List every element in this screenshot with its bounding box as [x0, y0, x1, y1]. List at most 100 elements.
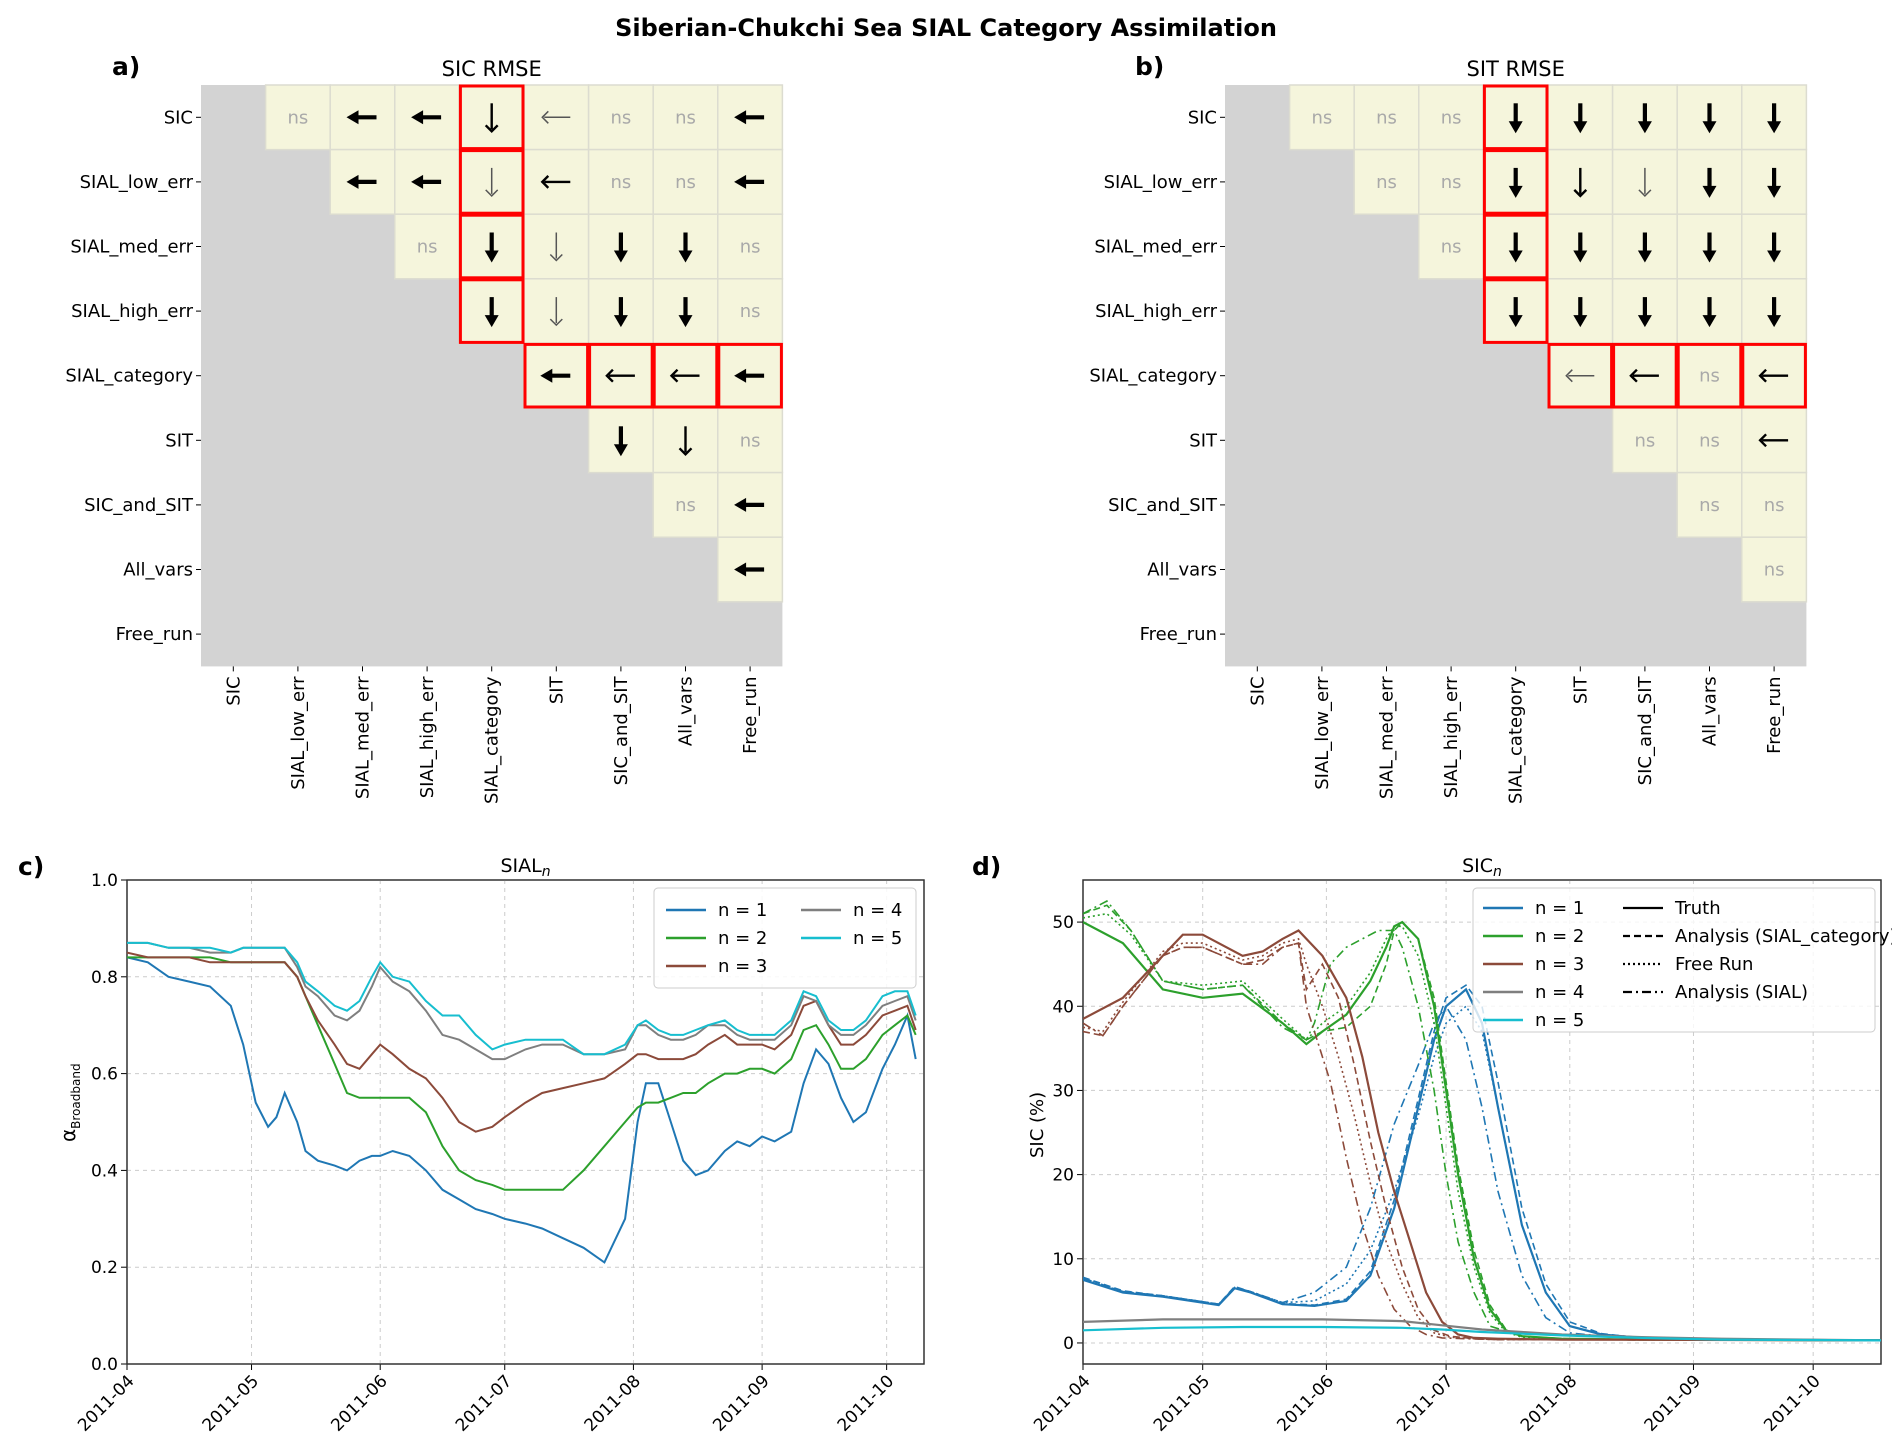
row-label: Free_run	[1140, 624, 1217, 645]
sit-rmse-heatmap: SIT RMSE ns ns ns ns ns ns ns ns ns ns ns ns SIC SIC SI…	[1089, 57, 1808, 804]
row-label: SIAL_category	[65, 366, 193, 387]
y-tick-label: 0.4	[91, 1161, 118, 1181]
highlight-box	[458, 84, 525, 151]
heatmap-cell	[1353, 148, 1420, 215]
down-arrow-icon	[1638, 167, 1652, 197]
series-line-n3	[126, 951, 917, 1133]
row-label: Free_run	[116, 624, 193, 645]
down-arrow-icon	[485, 167, 499, 197]
row-label: SIAL_category	[1089, 366, 1217, 387]
ns-label: ns	[1699, 366, 1720, 387]
row-label: SIAL_med_err	[1094, 237, 1217, 258]
col-label: SIAL_med_err	[1377, 676, 1398, 799]
col-label: SIAL_high_err	[417, 676, 438, 798]
series-line-n1	[126, 956, 917, 1264]
legend-label: n = 1	[718, 900, 767, 921]
sic-line-chart: 2011-04 2011-05 2011-06 2011-07 2011-08 2011-…	[1027, 855, 1892, 1436]
down-arrow-icon	[1637, 103, 1652, 134]
series-line-n5	[127, 941, 917, 1056]
down-arrow-icon	[1508, 232, 1523, 263]
left-arrow-icon	[1565, 369, 1595, 383]
col-label: SIC_and_SIT	[1635, 675, 1656, 785]
down-arrow-icon	[1637, 232, 1652, 263]
down-arrow-icon	[484, 232, 499, 263]
down-arrow-icon	[1508, 167, 1523, 198]
highlight-box	[1482, 84, 1549, 151]
y-tick-label: 0.2	[91, 1258, 118, 1278]
down-arrow-icon	[1637, 297, 1652, 328]
y-axis-label: SIC (%)	[1027, 1092, 1048, 1158]
ns-label: ns	[1441, 237, 1462, 258]
ns-label: ns	[417, 237, 438, 258]
heatmap-cell	[587, 148, 654, 215]
left-arrow-icon	[541, 110, 571, 124]
highlight-box	[1482, 213, 1549, 280]
chart-title: SIALn	[500, 855, 550, 880]
heatmap-cell	[1353, 84, 1420, 151]
heatmap-cell	[717, 278, 784, 345]
legend-label: n = 3	[1535, 954, 1584, 975]
heatmap-cell	[717, 84, 784, 151]
ns-label: ns	[1699, 495, 1720, 516]
left-arrow-icon	[734, 174, 765, 189]
row-label: SIC	[1188, 107, 1217, 128]
highlight-box	[1482, 278, 1549, 344]
plot-frame	[126, 879, 925, 1365]
series-line-n2-dashdot	[1083, 899, 1881, 1342]
y-axis-label: αBroadband	[56, 1063, 83, 1142]
left-arrow-icon	[669, 368, 700, 383]
down-arrow-icon	[1767, 232, 1782, 263]
row-label: All_vars	[123, 560, 193, 581]
left-arrow-icon	[734, 368, 765, 383]
left-arrow-icon	[605, 368, 635, 383]
col-label: Free_run	[1764, 676, 1785, 753]
ns-label: ns	[1441, 107, 1462, 128]
col-label: SIC	[1247, 676, 1268, 705]
ns-label: ns	[1376, 172, 1397, 193]
down-arrow-icon	[1508, 297, 1523, 328]
legend-label: n = 2	[1535, 926, 1584, 947]
x-tick-label: 2011-10	[834, 1371, 898, 1435]
col-label: SIT	[1570, 675, 1591, 704]
figure-title: Siberian-Chukchi Sea SIAL Category Assim…	[615, 14, 1277, 42]
ns-label: ns	[1764, 560, 1785, 581]
x-tick-label: 2011-04	[1030, 1371, 1094, 1435]
legend-label: n = 1	[1535, 898, 1584, 919]
col-label: SIAL_low_err	[288, 676, 309, 790]
x-tick-label: 2011-07	[452, 1371, 516, 1435]
left-arrow-icon	[346, 174, 377, 189]
down-arrow-icon	[484, 103, 499, 133]
col-label: SIAL_category	[482, 676, 503, 804]
down-arrow-icon	[1702, 167, 1717, 198]
down-arrow-icon	[1767, 167, 1782, 198]
highlight-box	[1482, 149, 1549, 215]
highlight-box	[1547, 342, 1614, 409]
highlight-box	[1612, 342, 1678, 409]
down-arrow-icon	[613, 232, 628, 263]
left-arrow-icon	[540, 368, 571, 383]
legend-label: n = 4	[1535, 982, 1584, 1003]
ns-label: ns	[740, 301, 761, 322]
plot-frame	[1082, 879, 1882, 1365]
heatmap-cell	[1676, 471, 1743, 538]
down-arrow-icon	[1573, 232, 1588, 263]
x-tick-label: 2011-05	[1150, 1371, 1214, 1435]
y-tick-label: 50	[1052, 913, 1074, 933]
left-arrow-icon	[1758, 433, 1789, 448]
row-label: SIAL_high_err	[71, 301, 193, 322]
legend-label: Analysis (SIAL)	[1675, 982, 1808, 1003]
down-arrow-icon	[613, 426, 628, 457]
sic-rmse-heatmap: SIC RMSE ns ns ns ns ns ns ns ns ns ns SIC SIC SIAL_l…	[65, 57, 784, 804]
down-arrow-icon	[549, 297, 563, 327]
legend-label: Truth	[1674, 898, 1721, 919]
row-label: SIC_and_SIT	[84, 495, 194, 516]
highlight-box	[588, 342, 654, 409]
down-arrow-icon	[1702, 103, 1717, 134]
panel-d-label: d)	[972, 852, 1002, 881]
legend-label: Free Run	[1675, 954, 1753, 975]
x-tick-label: 2011-08	[581, 1371, 645, 1435]
heatmap-cell	[1676, 407, 1743, 474]
highlight-box	[523, 342, 590, 409]
highlight-box	[1676, 342, 1743, 409]
down-arrow-icon	[1573, 297, 1588, 328]
